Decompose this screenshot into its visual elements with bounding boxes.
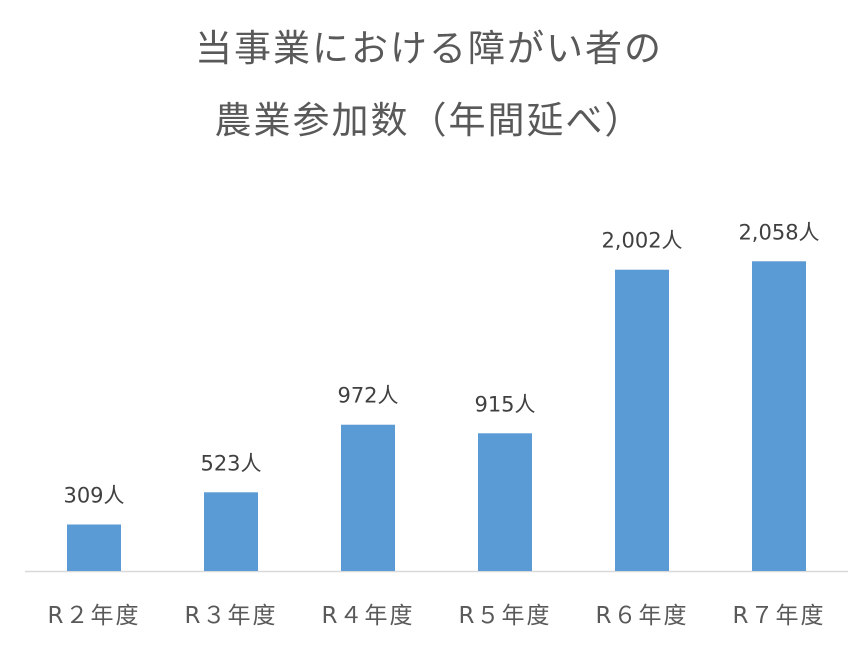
data-label-5: 2,002人 — [601, 229, 682, 253]
x-tick-label-1: R２年度 — [48, 603, 141, 629]
bar-6 — [752, 261, 806, 571]
data-label-1: 309人 — [63, 483, 124, 507]
chart-title-line-2: 農業参加数（年間延べ） — [214, 99, 644, 142]
x-tick-label-2: R３年度 — [185, 603, 278, 629]
x-tick-label-4: R５年度 — [459, 603, 552, 629]
bar-3 — [341, 424, 395, 571]
chart-title-line-1: 当事業における障がい者の — [195, 27, 663, 70]
data-label-3: 972人 — [337, 384, 398, 408]
bar-5 — [615, 269, 669, 571]
data-label-2: 523人 — [200, 451, 261, 475]
data-label-4: 915人 — [474, 392, 535, 416]
x-tick-label-6: R７年度 — [733, 603, 826, 629]
bar-1 — [67, 524, 121, 571]
x-tick-label-3: R４年度 — [322, 603, 415, 629]
data-label-6: 2,058人 — [738, 220, 819, 244]
bar-4 — [478, 433, 532, 571]
bar-2 — [204, 492, 258, 571]
x-tick-label-5: R６年度 — [596, 603, 689, 629]
